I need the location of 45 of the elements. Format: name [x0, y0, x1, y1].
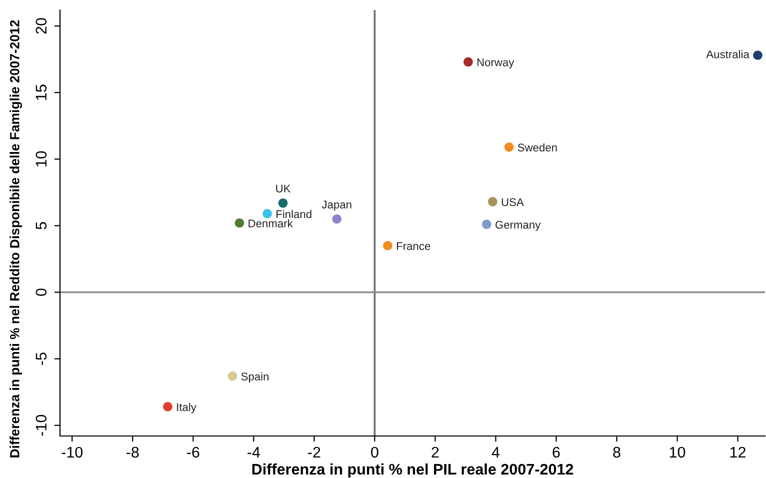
y-axis-title: Differenza in punti % nel Reddito Disponibile delle Famiglie 2007-2012: [10, 20, 22, 458]
x-tick-label: -2: [308, 446, 320, 458]
series-label: Germany: [496, 220, 541, 231]
point: [464, 57, 473, 67]
point: [753, 50, 762, 60]
point: [332, 214, 342, 224]
point: [163, 402, 172, 412]
x-tick-label: 0: [371, 446, 378, 458]
x-tick-label: 12: [730, 446, 746, 458]
series-label: Norway: [477, 58, 514, 68]
x-tick-label: 10: [670, 446, 686, 458]
x-tick-label: -8: [126, 446, 139, 458]
point: [482, 220, 492, 229]
y-tick-label: 5: [36, 222, 47, 230]
series-label: Denmark: [248, 219, 293, 228]
point: [234, 218, 244, 228]
x-tick-label: -6: [187, 446, 200, 458]
x-tick-label: -4: [248, 446, 260, 458]
point: [262, 209, 272, 218]
y-tick-label: 15: [36, 84, 47, 100]
series-label: Japan: [322, 200, 352, 211]
point: [488, 197, 498, 206]
y-tick-label: -10: [36, 414, 47, 436]
series-label: USA: [502, 198, 524, 206]
y-tick-label: 10: [36, 151, 47, 166]
point: [228, 371, 238, 381]
series-label: Australia: [706, 50, 750, 58]
point: [504, 142, 514, 152]
x-axis-title: Differenza in punti % nel PIL reale 2007-2012: [252, 463, 574, 478]
y-tick-label: 0: [36, 288, 47, 296]
x-tick-label: 4: [492, 446, 500, 458]
y-tick-label: 20: [36, 18, 47, 34]
point: [383, 240, 392, 250]
series-label: UK: [276, 184, 291, 192]
point: [278, 198, 288, 208]
x-tick-label: 8: [613, 446, 620, 458]
y-tick-label: -5: [36, 352, 47, 365]
x-tick-label: -10: [62, 446, 83, 458]
x-tick-label: 2: [432, 446, 439, 458]
series-label: Sweden: [518, 143, 557, 152]
series-label: Italy: [177, 402, 196, 414]
series-label: Finland: [276, 210, 312, 218]
x-tick-label: 6: [552, 446, 560, 458]
series-label: Spain: [241, 372, 268, 383]
series-label: France: [396, 242, 430, 250]
